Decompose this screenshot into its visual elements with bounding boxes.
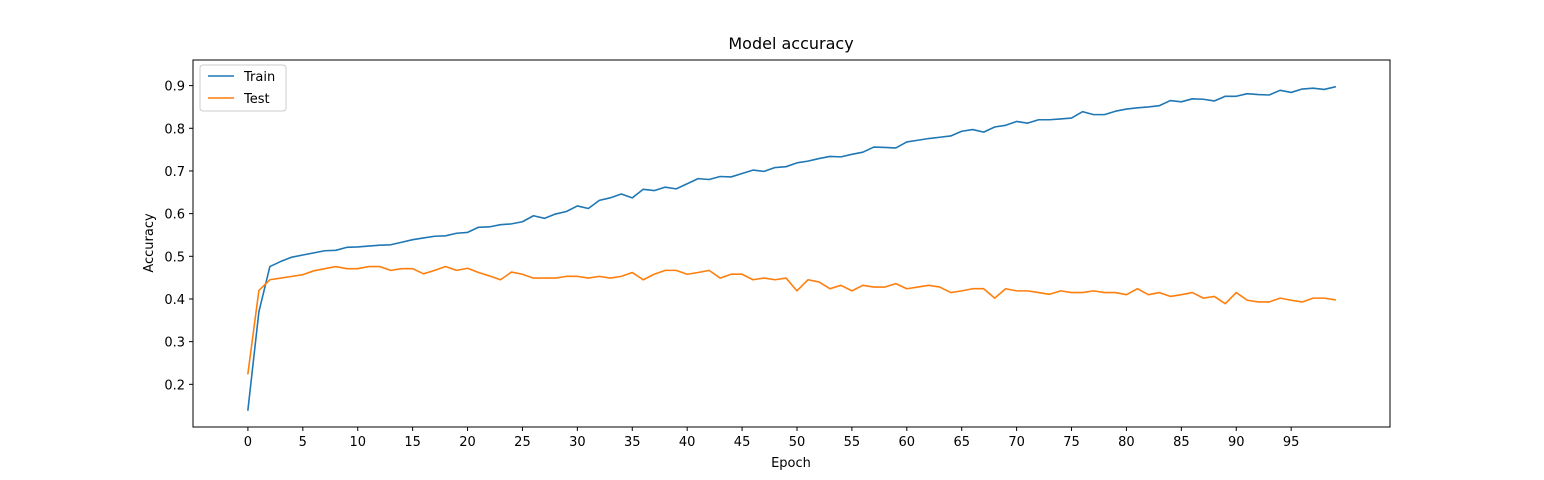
y-tick-label: 0.5 — [164, 250, 185, 265]
y-tick-label: 0.7 — [164, 165, 185, 180]
x-tick-label: 40 — [679, 435, 696, 450]
y-tick-label: 0.8 — [164, 122, 185, 137]
x-tick-label: 90 — [1228, 435, 1245, 450]
x-tick-label: 80 — [1118, 435, 1135, 450]
x-tick-label: 0 — [244, 435, 252, 450]
plot-frame — [192, 59, 1391, 428]
plot-area — [193, 60, 1390, 427]
y-axis: 0.2 0.3 0.4 0.5 0.6 0.7 0.8 0.9 — [164, 80, 193, 393]
y-tick-label: 0.4 — [164, 293, 185, 308]
x-tick-label: 70 — [1008, 435, 1025, 450]
x-axis: 0 5 10 15 20 25 30 35 40 45 50 55 60 65 70 75 80 85 90 95 — [244, 427, 1300, 450]
y-tick-label: 0.3 — [164, 336, 185, 351]
x-tick-label: 55 — [844, 435, 861, 450]
series-line-test — [247, 265, 1337, 375]
x-tick-label: 95 — [1283, 435, 1300, 450]
y-tick-label: 0.6 — [164, 208, 185, 223]
y-tick-label: 0.2 — [164, 378, 185, 393]
x-tick-label: 75 — [1063, 435, 1080, 450]
x-tick-label: 30 — [569, 435, 586, 450]
y-axis-title: Accuracy — [142, 213, 157, 273]
x-tick-label: 45 — [734, 435, 751, 450]
x-tick-label: 50 — [789, 435, 806, 450]
legend-label-test: Test — [243, 92, 270, 107]
x-tick-label: 25 — [514, 435, 531, 450]
legend-label-train: Train — [243, 70, 275, 85]
x-tick-label: 35 — [624, 435, 641, 450]
x-axis-title: Epoch — [771, 456, 811, 471]
series-line-train — [247, 85, 1337, 411]
x-tick-label: 60 — [899, 435, 916, 450]
y-tick-label: 0.9 — [164, 80, 185, 95]
x-tick-label: 65 — [953, 435, 970, 450]
x-tick-label: 15 — [404, 435, 421, 450]
x-tick-label: 20 — [459, 435, 476, 450]
x-tick-label: 10 — [349, 435, 366, 450]
series-layer — [247, 85, 1337, 411]
x-tick-label: 85 — [1173, 435, 1190, 450]
legend: Train Test — [199, 64, 287, 112]
x-tick-label: 5 — [299, 435, 307, 450]
chart-title: Model accuracy — [728, 34, 853, 53]
